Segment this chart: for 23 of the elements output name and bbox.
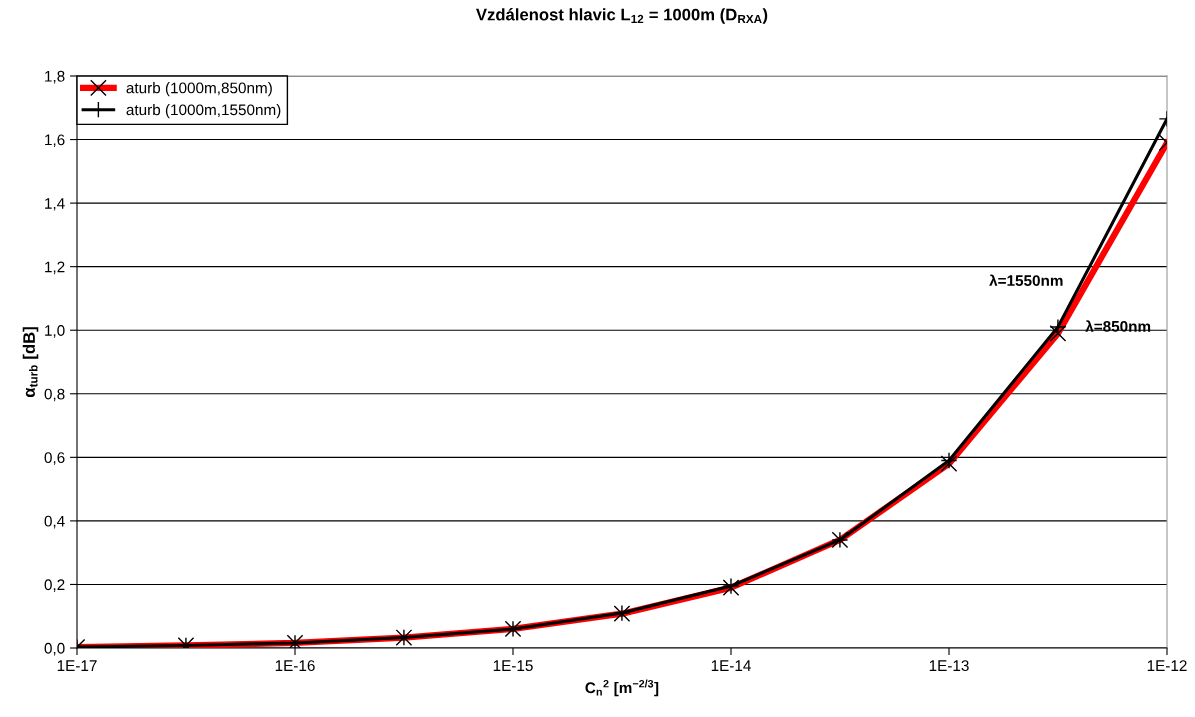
x-tick-label: 1E-16	[275, 660, 315, 672]
y-tick-label: 0,4	[44, 515, 65, 529]
annotation: λ=850nm	[1085, 320, 1151, 332]
y-tick-label: 1,6	[45, 134, 65, 148]
y-tick-label: 1,8	[45, 70, 65, 84]
annotation: λ=1550nm	[989, 274, 1063, 287]
y-tick-label: 0,2	[44, 579, 65, 592]
y-tick-label: 0,6	[44, 452, 65, 465]
x-tick-label: 1E-13	[929, 660, 969, 672]
legend-label: aturb (1000m,850nm)	[126, 82, 272, 97]
x-tick-label: 1E-17	[57, 660, 97, 671]
y-tick-label: 1,2	[45, 261, 65, 275]
x-axis-title: C$_{n}$$^{2}$ [m$^{−2/3}$]	[585, 679, 659, 697]
y-tick-label: 1,0	[45, 325, 65, 338]
y-tick-label: 1,4	[45, 198, 65, 211]
y-tick-label: 0,8	[44, 388, 65, 402]
x-tick-label: 1E-14	[711, 660, 751, 671]
x-tick-label: 1E-12	[1147, 660, 1187, 671]
y-tick-label: 0,0	[44, 642, 65, 656]
chart-title: Vzdálenost hlavic L$_{12}$ = 1000m (D$_{RXA}$)	[476, 8, 768, 24]
x-tick-label: 1E-15	[493, 660, 533, 672]
y-axis-title: α$_{turb}$ [dB]	[22, 327, 39, 398]
legend-label: aturb (1000m,1550nm)	[126, 103, 281, 119]
